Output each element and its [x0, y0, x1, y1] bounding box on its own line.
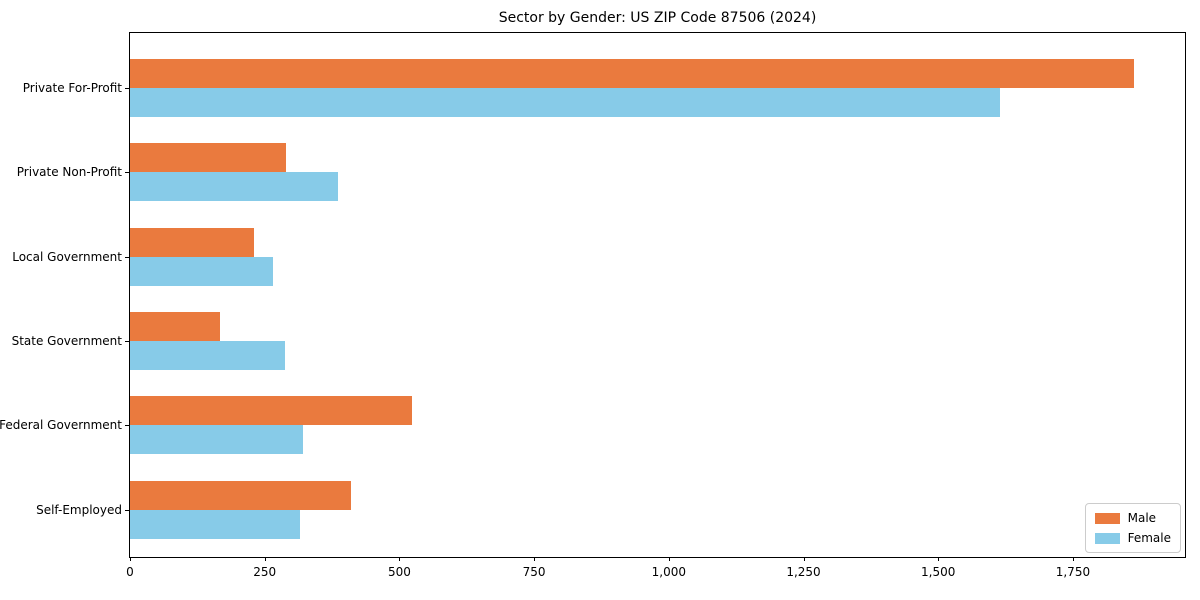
x-tick-label-6: 1,500 — [921, 565, 956, 579]
legend-entry-male: Male — [1094, 511, 1171, 525]
x-tick-mark — [938, 557, 940, 561]
bar-male-0 — [130, 59, 1135, 88]
legend-label-male: Male — [1127, 511, 1157, 525]
x-tick-label-2: 500 — [387, 565, 411, 579]
x-tick-label-0: 0 — [126, 565, 134, 579]
x-tick-mark — [264, 557, 266, 561]
x-tick-mark — [803, 557, 805, 561]
category-label-3: State Government — [11, 333, 122, 348]
y-tick-mark — [125, 172, 130, 174]
legend: Male Female — [1084, 503, 1181, 553]
bar-female-1 — [130, 172, 338, 202]
x-tick-mark — [534, 557, 536, 561]
bar-male-4 — [130, 396, 412, 426]
bar-male-5 — [130, 480, 351, 510]
y-tick-mark — [125, 88, 130, 89]
y-tick-mark — [125, 256, 130, 258]
bar-female-4 — [130, 425, 303, 455]
category-label-4: Federal Government — [0, 418, 122, 433]
x-tick-label-3: 750 — [522, 565, 546, 579]
chart-title: Sector by Gender: US ZIP Code 87506 (202… — [498, 10, 817, 26]
plot-area: Male Female Private For-Profit Private No… — [0, 32, 1186, 579]
category-label-0: Private For-Profit — [22, 81, 122, 95]
x-tick-label-7: 1,750 — [1055, 565, 1091, 579]
y-tick-mark — [125, 425, 130, 427]
y-tick-mark — [125, 340, 130, 342]
bar-female-0 — [130, 88, 1000, 117]
legend-entry-female: Female — [1094, 531, 1171, 545]
x-tick-label-4: 1,000 — [651, 565, 686, 579]
bar-male-1 — [130, 143, 287, 173]
category-label-5: Self-Employed — [36, 502, 122, 517]
x-tick-mark — [399, 557, 401, 561]
female-series-swatch — [1094, 532, 1120, 544]
x-tick-mark — [1072, 557, 1074, 561]
category-label-1: Private Non-Profit — [16, 165, 122, 180]
bar-female-3 — [130, 340, 286, 370]
bar-female-5 — [130, 509, 300, 539]
category-label-2: Local Government — [12, 249, 122, 264]
x-tick-label-5: 1,250 — [786, 565, 821, 579]
male-series-swatch — [1094, 512, 1120, 524]
legend-label-female: Female — [1127, 531, 1171, 545]
bar-male-2 — [130, 227, 254, 257]
x-tick-mark — [130, 557, 131, 561]
x-tick-mark — [668, 557, 670, 561]
bar-male-3 — [130, 311, 220, 341]
x-tick-label-1: 250 — [253, 565, 277, 579]
bar-female-2 — [130, 256, 274, 286]
y-tick-mark — [125, 509, 130, 511]
